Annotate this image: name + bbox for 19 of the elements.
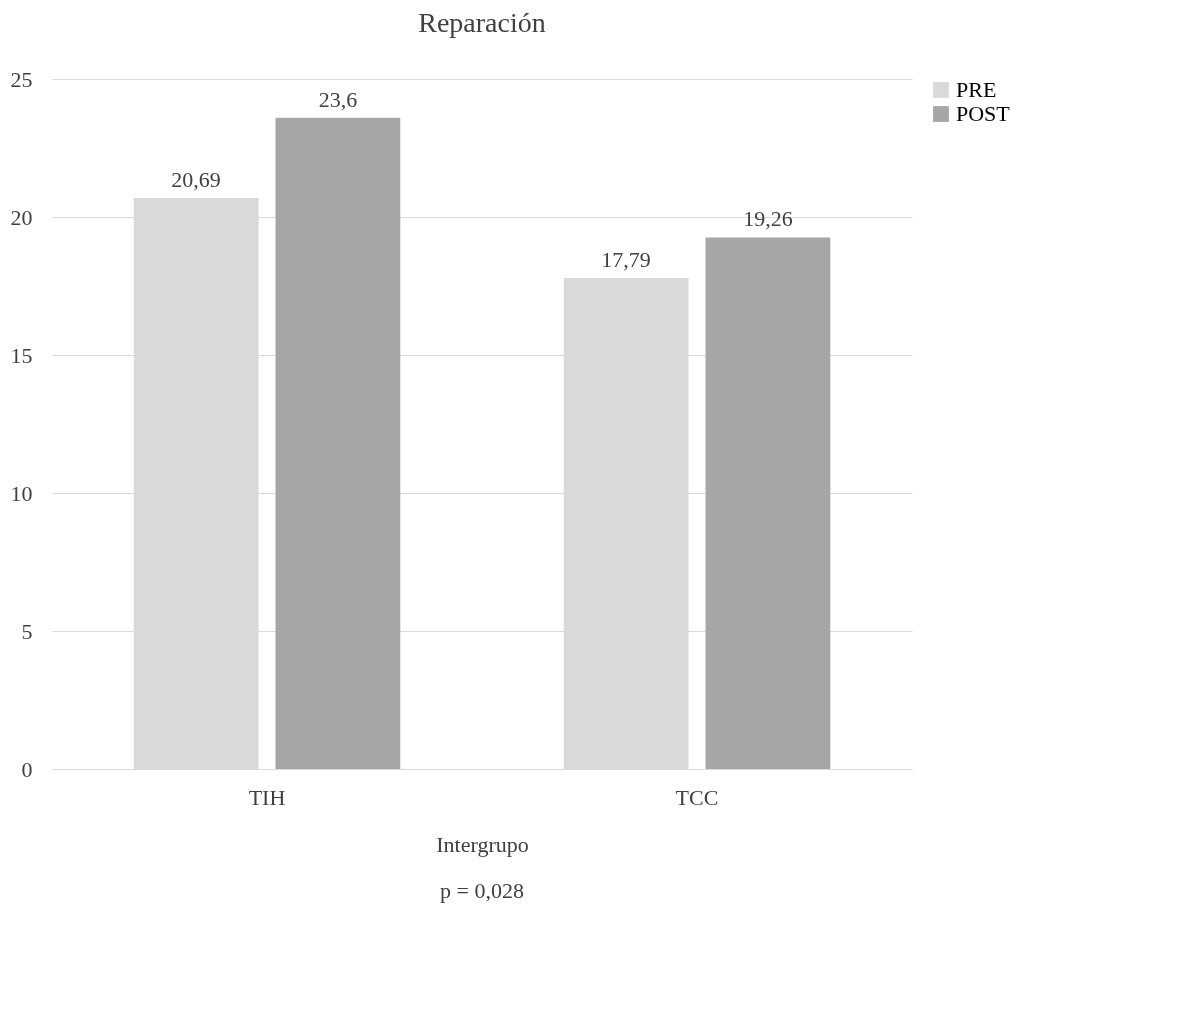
y-tick-label: 5 <box>21 618 33 644</box>
x-tick-label: TCC <box>675 784 719 810</box>
bar <box>705 237 831 769</box>
text: p = 0,028 <box>440 878 524 903</box>
data-label: 17,79 <box>601 247 651 272</box>
y-tick-label: 20 <box>10 204 33 230</box>
y-tick-label: 0 <box>21 756 33 782</box>
x-axis-title: Intergrupo <box>436 831 529 857</box>
legend-label: PRE <box>956 77 997 102</box>
y-tick-label: 15 <box>10 342 33 368</box>
data-label: 23,6 <box>318 86 358 112</box>
data-label: 19,26 <box>743 206 793 232</box>
bar <box>275 117 401 769</box>
chart-title: Reparación <box>418 7 546 38</box>
data-label: 20,69 <box>171 166 221 192</box>
x-tick-label: TIH <box>248 784 286 810</box>
legend-label: POST <box>956 101 1011 126</box>
y-tick-label: 25 <box>10 66 33 92</box>
y-tick-label: 10 <box>10 480 33 506</box>
